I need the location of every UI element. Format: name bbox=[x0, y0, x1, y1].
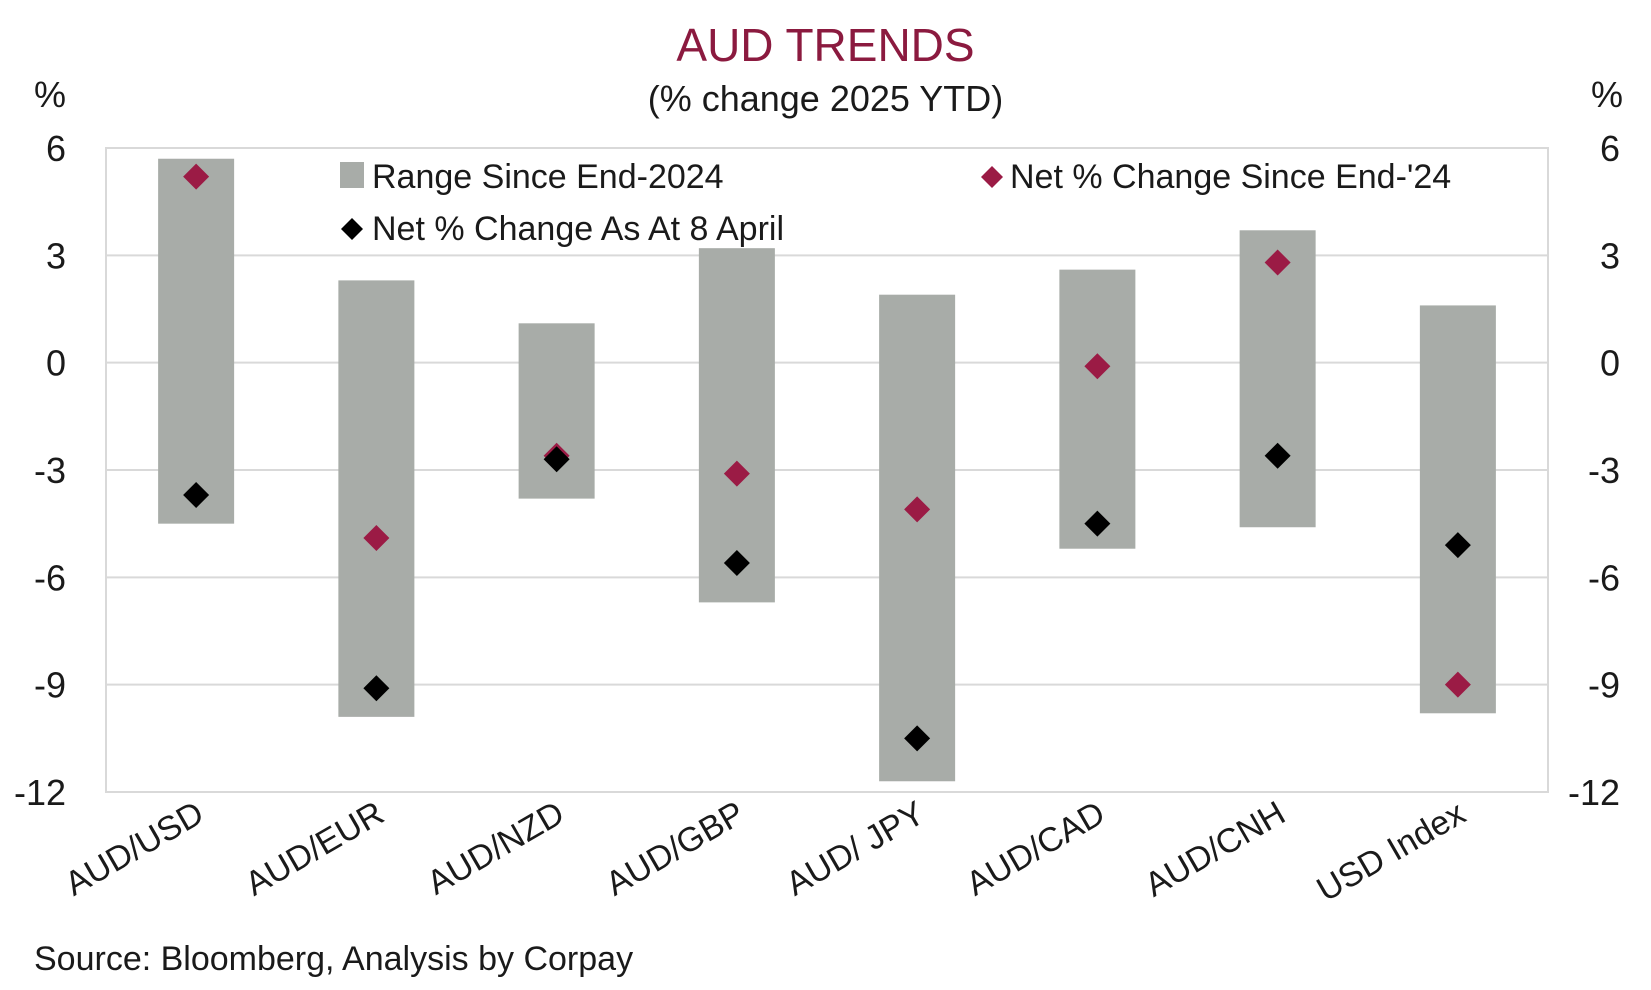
x-category-label: AUD/GBP bbox=[599, 794, 751, 903]
y-tick-label-right: -12 bbox=[1568, 772, 1620, 813]
y-tick-label-left: -9 bbox=[34, 665, 66, 706]
net-change-8-april-marker bbox=[183, 482, 210, 509]
range-bar bbox=[698, 248, 775, 603]
net-change-8-april-marker bbox=[1264, 442, 1291, 469]
x-category-label: AUD/CAD bbox=[960, 794, 1112, 903]
range-bar bbox=[1059, 269, 1136, 549]
net-change-8-april-marker bbox=[1444, 532, 1471, 559]
x-axis-categories: AUD/USD AUD/EUR AUD/NZD AUD/GBP AUD/ JPY AUD/… bbox=[59, 794, 1472, 909]
net-change-markers bbox=[183, 163, 1471, 752]
legend-label-range: Range Since End-2024 bbox=[372, 158, 724, 196]
legend: Range Since End-2024 Net % Change Since E… bbox=[340, 158, 1451, 248]
net-change-8-april-marker bbox=[363, 675, 390, 702]
range-bar bbox=[338, 280, 415, 717]
y-tick-label-right: -9 bbox=[1588, 665, 1620, 706]
y-tick-label-left: -6 bbox=[34, 557, 66, 598]
net-change-8-april-marker bbox=[1084, 510, 1111, 537]
net-change-since-end-24-marker bbox=[1084, 353, 1111, 380]
range-bar bbox=[1419, 305, 1496, 714]
y-tick-label-left: 6 bbox=[46, 128, 66, 169]
legend-label-net-end-24: Net % Change Since End-'24 bbox=[1010, 158, 1451, 196]
y-tick-label-left: -12 bbox=[14, 772, 66, 813]
range-bar bbox=[1239, 230, 1316, 528]
range-bar bbox=[158, 158, 235, 524]
net-change-8-april-marker bbox=[543, 446, 570, 473]
x-category-label: AUD/EUR bbox=[239, 794, 391, 903]
x-category-label: USD Index bbox=[1310, 794, 1471, 909]
y-axis-unit-left: % bbox=[34, 74, 67, 115]
range-bars bbox=[158, 158, 1496, 782]
legend-label-net-8-april: Net % Change As At 8 April bbox=[372, 210, 784, 248]
y-axis-unit-right: % bbox=[1590, 74, 1623, 115]
y-tick-label-left: -3 bbox=[34, 450, 66, 491]
net-change-8-april-marker bbox=[904, 725, 931, 752]
legend-swatch-net-8-april bbox=[341, 218, 363, 240]
legend-swatch-net-end-24 bbox=[981, 166, 1003, 188]
y-tick-label-left: 3 bbox=[46, 235, 66, 276]
y-tick-label-right: 0 bbox=[1600, 343, 1620, 384]
y-tick-label-right: 3 bbox=[1600, 235, 1620, 276]
source-note: Source: Bloomberg, Analysis by Corpay bbox=[34, 940, 634, 978]
net-change-since-end-24-marker bbox=[1444, 671, 1471, 698]
x-category-label: AUD/NZD bbox=[421, 794, 571, 902]
x-category-label: AUD/CNH bbox=[1138, 794, 1291, 904]
net-change-since-end-24-marker bbox=[1264, 249, 1291, 276]
y-tick-label-right: -3 bbox=[1588, 450, 1620, 491]
net-change-since-end-24-marker bbox=[904, 496, 931, 523]
y-axis-left: 6 3 0 -3 -6 -9 -12 bbox=[14, 128, 66, 813]
chart-title: AUD TRENDS bbox=[676, 19, 975, 71]
y-tick-label-right: -6 bbox=[1588, 557, 1620, 598]
net-change-8-april-marker bbox=[723, 550, 750, 577]
range-bar bbox=[518, 323, 595, 499]
chart-subtitle: (% change 2025 YTD) bbox=[647, 78, 1004, 119]
gridlines bbox=[105, 147, 1549, 793]
net-change-since-end-24-marker bbox=[183, 163, 210, 190]
x-category-label: AUD/ JPY bbox=[780, 794, 932, 903]
y-tick-label-right: 6 bbox=[1600, 128, 1620, 169]
y-tick-label-left: 0 bbox=[46, 343, 66, 384]
range-bar bbox=[879, 294, 956, 782]
net-change-since-end-24-marker bbox=[723, 460, 750, 487]
x-category-label: AUD/USD bbox=[59, 794, 211, 903]
net-change-since-end-24-marker bbox=[363, 524, 390, 551]
legend-swatch-range bbox=[340, 162, 364, 188]
y-axis-right: 6 3 0 -3 -6 -9 -12 bbox=[1568, 128, 1620, 813]
